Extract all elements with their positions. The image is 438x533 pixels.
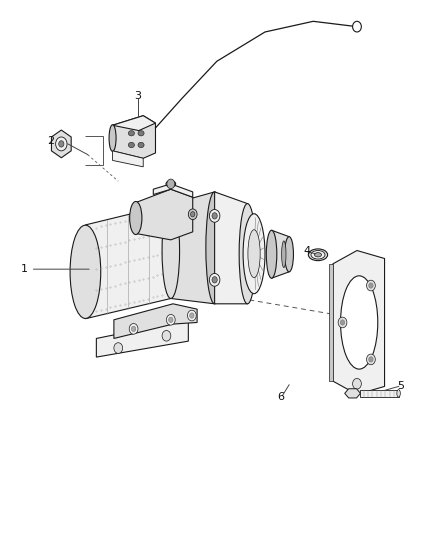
Text: 6: 6 <box>277 392 284 402</box>
Polygon shape <box>215 192 247 304</box>
Ellipse shape <box>162 204 180 298</box>
Ellipse shape <box>239 204 256 304</box>
Circle shape <box>188 209 197 220</box>
Polygon shape <box>272 230 289 278</box>
Polygon shape <box>96 320 188 357</box>
Text: 4: 4 <box>303 246 310 255</box>
Polygon shape <box>333 251 385 394</box>
Ellipse shape <box>130 201 142 235</box>
Polygon shape <box>171 192 215 304</box>
Circle shape <box>131 326 136 332</box>
Text: 5: 5 <box>397 382 404 391</box>
Text: 1: 1 <box>21 264 28 274</box>
Circle shape <box>340 320 345 325</box>
Circle shape <box>187 310 196 321</box>
Circle shape <box>212 277 217 283</box>
Circle shape <box>209 209 220 222</box>
Ellipse shape <box>248 230 260 278</box>
Circle shape <box>338 317 347 328</box>
Circle shape <box>367 280 375 291</box>
Circle shape <box>369 357 373 362</box>
Circle shape <box>191 212 195 217</box>
Circle shape <box>114 343 123 353</box>
Ellipse shape <box>128 142 134 148</box>
Ellipse shape <box>397 390 400 397</box>
Text: 3: 3 <box>134 91 141 101</box>
Ellipse shape <box>109 125 116 151</box>
Ellipse shape <box>138 131 144 136</box>
Polygon shape <box>360 390 399 397</box>
Polygon shape <box>113 116 155 158</box>
Circle shape <box>367 354 375 365</box>
Circle shape <box>56 137 67 151</box>
Ellipse shape <box>138 142 144 148</box>
Ellipse shape <box>314 253 321 257</box>
Polygon shape <box>114 304 197 338</box>
Text: 2: 2 <box>47 136 54 146</box>
Ellipse shape <box>311 251 325 259</box>
Circle shape <box>169 317 173 322</box>
Circle shape <box>190 313 194 318</box>
Circle shape <box>167 179 175 189</box>
Ellipse shape <box>166 181 176 187</box>
Circle shape <box>166 314 175 325</box>
Ellipse shape <box>266 230 277 278</box>
Circle shape <box>209 273 220 286</box>
Circle shape <box>212 213 217 219</box>
Polygon shape <box>136 189 193 240</box>
Polygon shape <box>113 151 143 167</box>
Circle shape <box>162 330 171 341</box>
Polygon shape <box>51 130 71 158</box>
Polygon shape <box>329 264 333 381</box>
Ellipse shape <box>206 192 223 304</box>
Ellipse shape <box>308 249 328 261</box>
Circle shape <box>59 141 64 147</box>
Polygon shape <box>345 389 360 398</box>
Ellipse shape <box>128 131 134 136</box>
Ellipse shape <box>282 241 286 268</box>
Circle shape <box>369 283 373 288</box>
Polygon shape <box>113 116 155 131</box>
Polygon shape <box>85 204 171 319</box>
Ellipse shape <box>70 225 101 318</box>
Ellipse shape <box>243 214 265 294</box>
Circle shape <box>353 21 361 32</box>
Ellipse shape <box>340 276 378 369</box>
Circle shape <box>353 378 361 389</box>
Ellipse shape <box>285 237 293 272</box>
Circle shape <box>129 324 138 334</box>
Polygon shape <box>153 184 193 197</box>
